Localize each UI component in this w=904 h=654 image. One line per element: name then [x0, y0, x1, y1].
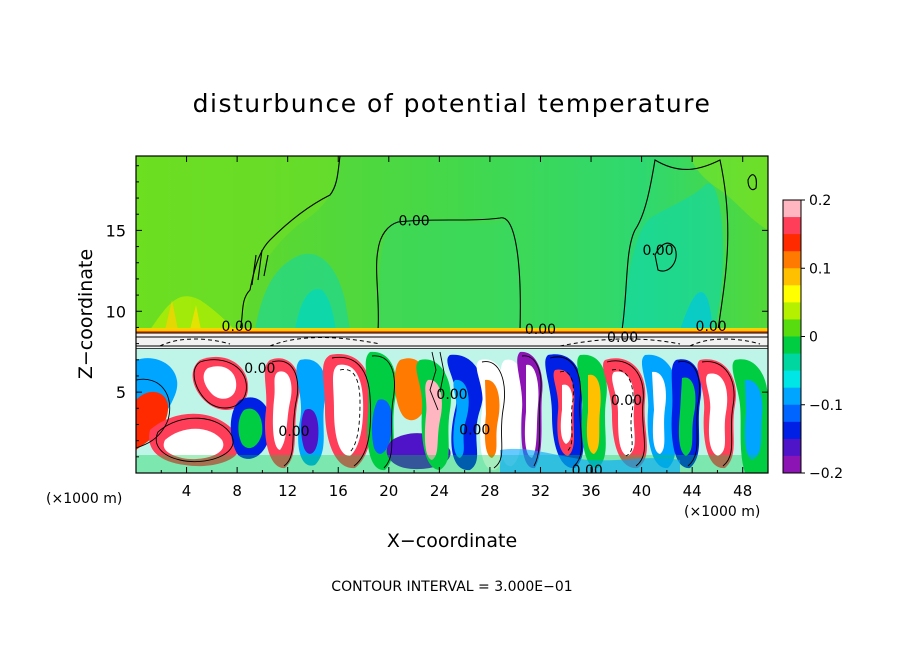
x-tick-label: 16 [329, 482, 348, 500]
colorbar-swatch [783, 404, 801, 423]
x-tick-label: 12 [278, 482, 297, 500]
upper-patches [136, 156, 768, 330]
x-axis-label: X−coordinate [387, 530, 517, 552]
contour-interval-footer: CONTOUR INTERVAL = 3.000E−01 [331, 579, 572, 595]
colorbar-swatch [783, 370, 801, 389]
chart-title: disturbunce of potential temperature [193, 89, 712, 118]
x-tick-label: 8 [232, 482, 242, 500]
contour-label: 0.00 [696, 319, 727, 335]
x-tick-label: 28 [480, 482, 499, 500]
colorbar-swatch [783, 268, 801, 286]
contour-label: 0.00 [459, 422, 490, 438]
colorbar-swatch [783, 421, 801, 440]
contour-labels: 0.00 0.00 0.00 0.00 0.00 0.00 0.00 0.00 0.00 0.00… [222, 214, 727, 479]
boundary-contours [136, 351, 735, 469]
contour-label: 0.00 [572, 463, 603, 479]
x-tick-label: 48 [733, 482, 752, 500]
colorbar-swatch [783, 251, 801, 269]
x-tick-label: 44 [683, 482, 702, 500]
x-unit-right: (×1000 m) [684, 504, 760, 520]
contour-label: 0.00 [611, 393, 642, 409]
upper-contours [239, 156, 757, 331]
x-tick-label: 24 [430, 482, 449, 500]
x-tick-label: 32 [531, 482, 550, 500]
y-tick-label: 15 [106, 221, 126, 240]
plot-area: 0.00 0.00 0.00 0.00 0.00 0.00 0.00 0.00 0.00 0.00… [136, 156, 768, 479]
colorbar-swatch [783, 455, 801, 474]
colorbar-tick-label: −0.2 [809, 466, 843, 482]
y-tick-label: 5 [116, 383, 126, 402]
colorbar-swatch [783, 319, 801, 337]
plot-frame [135, 155, 769, 474]
colorbar-tick-label: 0.1 [809, 261, 831, 277]
colorbar-swatch [783, 353, 801, 372]
colorbar-tick-label: 0.2 [809, 193, 831, 209]
contour-label: 0.00 [398, 214, 429, 230]
x-unit-left: (×1000 m) [46, 491, 122, 507]
contour-label: 0.00 [607, 330, 638, 346]
contour-label: 0.00 [244, 361, 275, 377]
contour-label: 0.00 [525, 322, 556, 338]
boundary-patches [136, 349, 768, 473]
y-tick-label: 10 [106, 302, 126, 321]
colorbar-swatch [783, 336, 801, 355]
x-axis: 4 8 12 16 20 24 28 32 36 40 44 48 [160, 156, 752, 500]
colorbar-swatch [783, 302, 801, 320]
y-axis: 5 10 15 [106, 165, 768, 458]
x-tick-label: 40 [632, 482, 651, 500]
contour-label: 0.00 [222, 319, 253, 335]
colorbar-tick-label: −0.1 [809, 398, 843, 414]
colorbar: 0.2 0.1 0 −0.1 −0.2 [782, 193, 843, 482]
colorbar-swatch [783, 438, 801, 457]
x-tick-label: 36 [581, 482, 600, 500]
x-tick-label: 20 [379, 482, 398, 500]
colorbar-swatch [783, 217, 801, 235]
contour-label: 0.00 [436, 387, 467, 403]
colorbar-swatch [783, 285, 801, 303]
x-tick-label: 4 [182, 482, 192, 500]
y-axis-label: Z−coordinate [75, 249, 97, 379]
colorbar-swatch [783, 387, 801, 406]
contour-label: 0.00 [278, 424, 309, 440]
contour-label: 0.00 [642, 243, 673, 259]
colorbar-swatch [783, 234, 801, 252]
colorbar-swatch [783, 200, 801, 218]
colorbar-tick-label: 0 [809, 330, 818, 346]
